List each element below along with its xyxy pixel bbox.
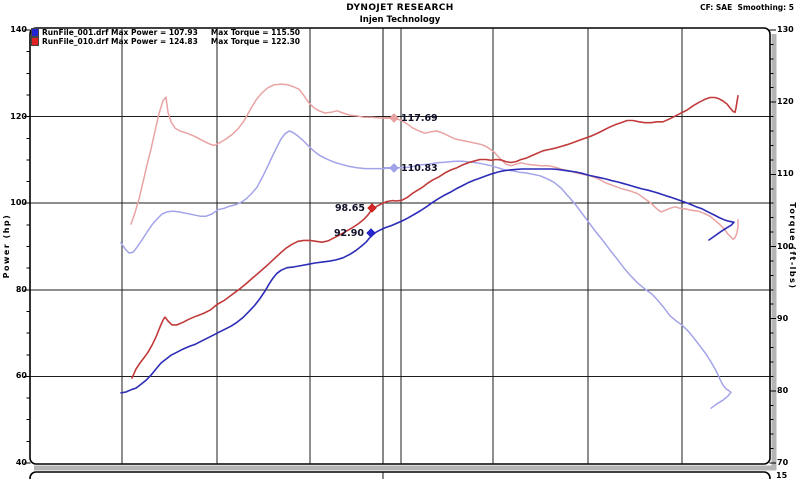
legend: RunFile_001.drf Max Power = 107.93 Max T… xyxy=(31,28,300,46)
cursor-value-power-run001: 92.90 xyxy=(333,227,364,239)
cursor-value-power-run010: 98.65 xyxy=(334,202,365,214)
plot-area[interactable] xyxy=(29,27,771,465)
power-curve-run001[interactable] xyxy=(120,168,735,394)
cursor-marker-torque001[interactable] xyxy=(389,163,399,173)
secondary-panel xyxy=(29,471,771,479)
torque-curve-run010[interactable] xyxy=(130,83,739,241)
cursor-marker-power010[interactable] xyxy=(367,203,377,213)
axis-ticks xyxy=(24,29,776,464)
legend-item-run001[interactable]: RunFile_001.drf Max Power = 107.93 Max T… xyxy=(31,28,300,37)
plot-shadow-bottom xyxy=(34,465,776,471)
run010-color-swatch xyxy=(31,37,39,46)
power-axis-title: Power (hp) xyxy=(2,213,11,279)
legend-item-run010[interactable]: RunFile_010.drf Max Power = 124.83 Max T… xyxy=(31,37,300,46)
gridlines xyxy=(30,28,770,464)
plot-shadow-right xyxy=(771,34,777,470)
cursor-value-torque-run001: 110.83 xyxy=(401,162,438,174)
correction-smoothing-label: CF: SAE Smoothing: 5 xyxy=(700,3,794,12)
secondary-axis-tick-label: 15 xyxy=(776,471,788,479)
run001-color-swatch xyxy=(31,28,39,37)
legend-label-run001: RunFile_001.drf Max Power = 107.93 Max T… xyxy=(42,28,301,37)
cursor-value-torque-run010: 117.69 xyxy=(401,112,438,124)
page-subtitle: Injen Technology xyxy=(359,15,441,25)
torque-axis-title: Torque (ft-lbs) xyxy=(788,202,797,290)
cursor-marker-torque010[interactable] xyxy=(389,113,399,123)
legend-label-run010: RunFile_010.drf Max Power = 124.83 Max T… xyxy=(42,37,301,46)
power-curve-run010[interactable] xyxy=(131,95,739,379)
cursor-marker-power001[interactable] xyxy=(366,228,376,238)
page-title: DYNOJET RESEARCH xyxy=(346,3,454,13)
torque-curve-run001[interactable] xyxy=(120,130,732,409)
